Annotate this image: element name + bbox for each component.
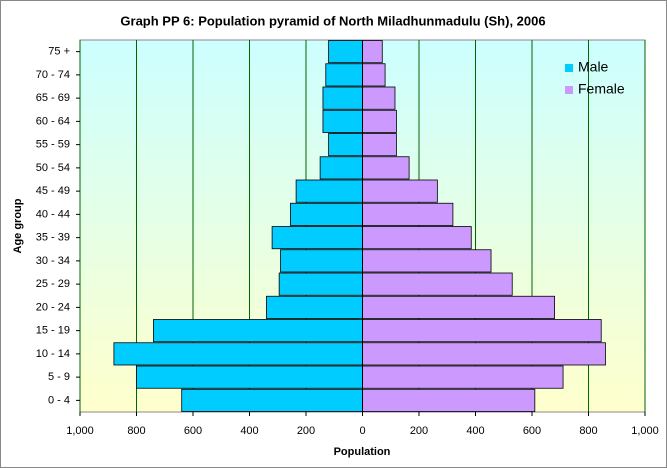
bar xyxy=(362,365,564,389)
bar xyxy=(181,388,363,412)
bar xyxy=(266,295,363,319)
x-tick-label: 1,000 xyxy=(631,425,659,437)
y-tick-label: 30 - 34 xyxy=(36,255,70,267)
bar xyxy=(153,319,363,343)
bar xyxy=(362,109,397,133)
bar xyxy=(362,249,492,273)
y-tick-label: 5 - 9 xyxy=(48,371,70,383)
x-tick-label: 600 xyxy=(184,425,202,437)
x-axis-label: Population xyxy=(334,446,391,458)
x-tick-label: 1,000 xyxy=(66,425,94,437)
bar xyxy=(319,156,363,180)
y-tick-label: 40 - 44 xyxy=(36,208,70,220)
bar xyxy=(290,202,363,226)
bar xyxy=(328,133,363,157)
y-tick-label: 50 - 54 xyxy=(36,162,70,174)
chart-title: Graph PP 6: Population pyramid of North … xyxy=(120,13,545,28)
y-tick-label: 75 + xyxy=(48,46,70,58)
legend-label: Male xyxy=(578,59,609,75)
bar xyxy=(325,63,363,87)
bar xyxy=(328,40,363,64)
legend-swatch xyxy=(565,86,573,94)
x-tick-label: 400 xyxy=(240,425,258,437)
y-tick-label: 10 - 14 xyxy=(36,348,70,360)
x-tick-label: 800 xyxy=(579,425,597,437)
x-tick-label: 200 xyxy=(297,425,315,437)
bar xyxy=(362,388,536,412)
bar xyxy=(362,40,383,64)
bar xyxy=(136,365,363,389)
y-tick-label: 60 - 64 xyxy=(36,115,70,127)
y-tick-label: 25 - 29 xyxy=(36,278,70,290)
x-tick-label: 800 xyxy=(127,425,145,437)
bar xyxy=(362,179,438,203)
y-tick-label: 45 - 49 xyxy=(36,185,70,197)
y-tick-label: 35 - 39 xyxy=(36,232,70,244)
bar xyxy=(362,86,396,110)
bar xyxy=(362,342,606,366)
bar xyxy=(322,109,363,133)
y-tick-label: 65 - 69 xyxy=(36,92,70,104)
bar xyxy=(322,86,363,110)
bar xyxy=(362,202,454,226)
bar xyxy=(362,156,410,180)
bar xyxy=(362,133,397,157)
x-tick-label: 400 xyxy=(466,425,484,437)
bar xyxy=(362,226,472,250)
bar xyxy=(362,319,602,343)
bar xyxy=(295,179,363,203)
bar xyxy=(362,295,556,319)
bar xyxy=(271,226,363,250)
y-axis-label: Age group xyxy=(12,198,24,253)
x-tick-label: 200 xyxy=(410,425,428,437)
y-tick-label: 0 - 4 xyxy=(48,394,70,406)
legend-swatch xyxy=(565,64,573,72)
y-tick-label: 70 - 74 xyxy=(36,69,70,81)
bar xyxy=(278,272,363,296)
x-tick-label: 600 xyxy=(523,425,541,437)
legend-label: Female xyxy=(578,81,625,97)
bar xyxy=(280,249,363,273)
y-tick-label: 55 - 59 xyxy=(36,139,70,151)
bar xyxy=(362,63,386,87)
bar xyxy=(362,272,513,296)
x-tick-label: 0 xyxy=(359,425,365,437)
y-tick-label: 15 - 19 xyxy=(36,325,70,337)
bar xyxy=(113,342,363,366)
y-tick-label: 20 - 24 xyxy=(36,301,70,313)
